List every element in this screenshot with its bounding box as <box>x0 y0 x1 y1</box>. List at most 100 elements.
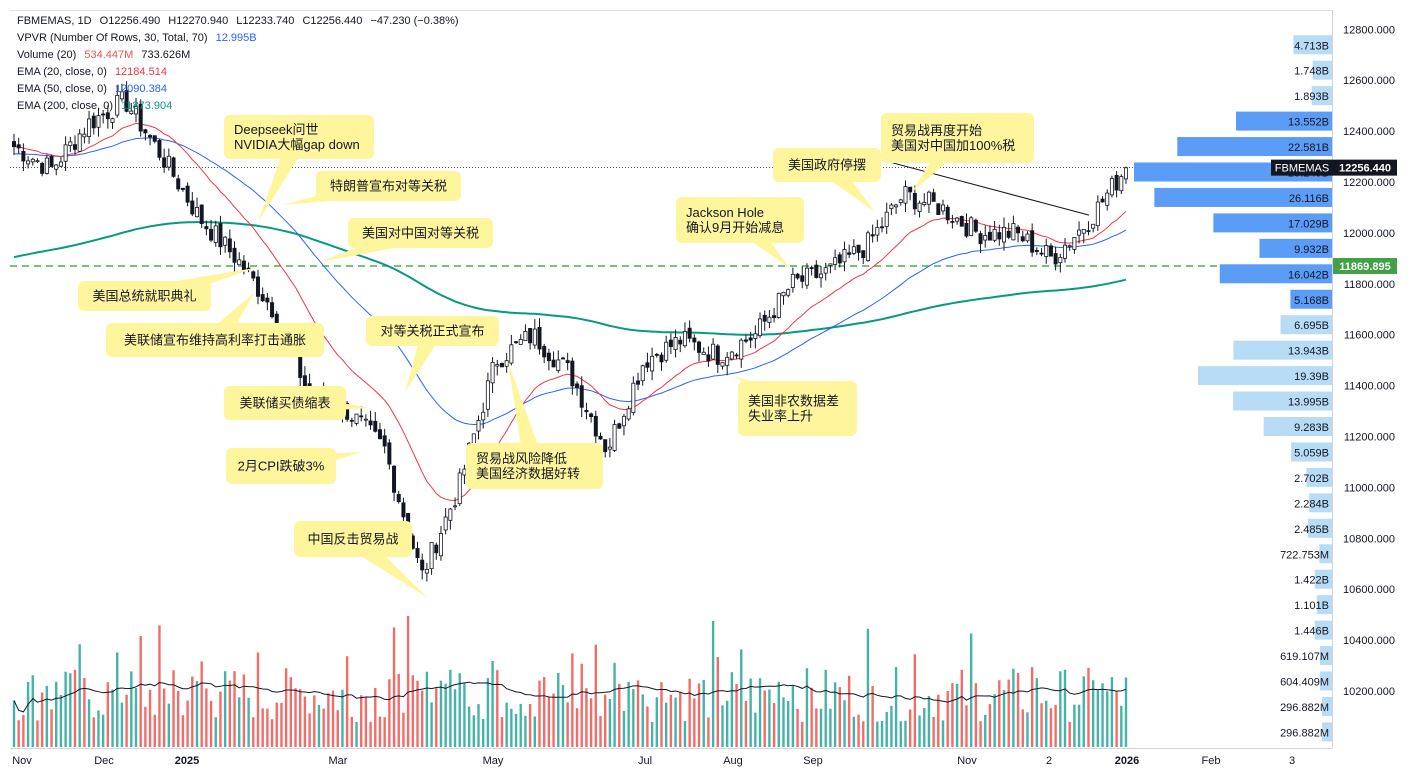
candle-body <box>1119 176 1124 192</box>
volume-bar <box>1012 668 1015 747</box>
volume-bar <box>613 662 616 747</box>
annotation-box <box>224 386 346 420</box>
annotation-callout[interactable]: 美国政府停摆 <box>773 148 881 212</box>
legend-ema200-row[interactable]: EMA (200, close, 0) 11873.904 <box>17 98 459 115</box>
candle-body <box>734 354 739 357</box>
candle-body <box>560 357 565 360</box>
candle-body <box>213 225 218 243</box>
legend-high: H12270.940 <box>168 15 229 27</box>
candle-body <box>833 257 838 265</box>
volume-bar <box>646 706 649 747</box>
candle-body <box>959 216 964 227</box>
annotation-callout[interactable]: 特朗普宣布对等关税 <box>283 171 461 205</box>
vpvr-bar-label: 16.042B <box>1288 269 1329 281</box>
annotation-callout[interactable]: 美国总统就职典礼 <box>78 268 255 311</box>
time-axis[interactable]: Nov Dec 2025 Mar May Jul Aug Sep Nov 2 2026 Feb 3 <box>12 755 1295 767</box>
volume-bar <box>247 697 250 747</box>
candle-body <box>204 226 209 230</box>
volume-bar <box>575 708 579 747</box>
candle-body <box>781 291 786 297</box>
candle-body <box>457 472 462 505</box>
legend-ema50-row[interactable]: EMA (50, close, 0) 12090.384 <box>17 81 459 98</box>
volume-bar <box>177 690 180 747</box>
volume-bar <box>730 672 734 747</box>
volume-bar <box>772 703 776 747</box>
volume-bar <box>106 682 110 747</box>
candle-body <box>382 435 387 447</box>
ema200-line[interactable] <box>13 221 1127 336</box>
volume-bar <box>871 686 874 747</box>
price-axis-label: 10200.000 <box>1343 686 1395 698</box>
volume-bar <box>1087 667 1090 747</box>
volume-bar <box>660 682 663 747</box>
volume-bar <box>566 702 569 747</box>
candle-body <box>729 351 734 360</box>
annotation-callout[interactable]: 美联储买债缩表 <box>224 386 370 420</box>
candle-body <box>166 155 171 168</box>
candle-body <box>223 236 228 246</box>
volume-bar <box>458 673 461 747</box>
volume-bar <box>838 687 841 747</box>
candle-body <box>401 502 406 518</box>
candle-body <box>617 423 622 429</box>
volume-bar <box>777 681 780 747</box>
volume-bar <box>533 716 537 747</box>
volume-bar <box>289 677 293 747</box>
volume-bar <box>589 698 593 747</box>
candle-body <box>453 505 458 508</box>
candle-body <box>542 346 547 358</box>
legend-vpvr-row[interactable]: VPVR (Number Of Rows, 30, Total, 70) 12.… <box>17 30 459 47</box>
candle-body <box>476 420 481 432</box>
legend-ema20-row[interactable]: EMA (20, close, 0) 12184.514 <box>17 64 459 81</box>
candle-body <box>429 541 434 570</box>
annotation-text: Deepseek问世 <box>234 122 319 137</box>
price-axis-label: 11600.000 <box>1344 330 1395 342</box>
vpvr-profile[interactable]: 4.713B1.748B1.893B13.552B22.581B29.249B2… <box>1134 35 1332 742</box>
annotation-box <box>466 443 603 489</box>
ema20-line[interactable] <box>13 122 1127 502</box>
annotation-pointer <box>508 362 540 455</box>
candle-body <box>565 360 570 363</box>
volume-bar <box>139 636 142 747</box>
trendline[interactable] <box>887 161 1090 216</box>
annotation-text: 2月CPI跌破3% <box>238 459 325 474</box>
annotation-callout[interactable]: 对等关税正式宣布 <box>366 316 499 392</box>
volume-bar <box>984 714 987 747</box>
candle-body <box>875 226 880 236</box>
volume-bars <box>12 616 1128 747</box>
vpvr-bar-label: 13.552B <box>1288 117 1329 129</box>
vpvr-bar <box>1235 111 1332 131</box>
price-axis[interactable]: 10200.000 10400.000 10600.000 10800.000 1100… <box>1343 24 1395 698</box>
candle-body <box>420 559 425 571</box>
volume-bar <box>829 708 832 747</box>
volume-bar <box>693 698 696 747</box>
candle-body <box>424 569 429 574</box>
candle-body <box>978 233 983 244</box>
candle-body <box>443 516 448 531</box>
support-price-badge[interactable]: 11869.895 <box>1333 257 1397 274</box>
price-axis-label: 10800.000 <box>1343 533 1395 545</box>
last-price-badge[interactable]: FBMEMAS 12256.440 <box>1271 159 1397 176</box>
annotation-callout[interactable]: 美联储宣布维持高利率打击通胀 <box>106 292 324 357</box>
volume-bar <box>284 668 288 747</box>
annotation-callout[interactable]: 美国对中国对等关税 <box>320 218 493 262</box>
volume-bar <box>364 696 368 747</box>
volume-bar <box>186 700 189 747</box>
ema50-line[interactable] <box>13 137 1127 426</box>
volume-bar <box>862 721 865 747</box>
annotation-callout[interactable]: 2月CPI跌破3% <box>226 448 362 484</box>
volume-bar <box>664 702 668 747</box>
candle-body <box>162 157 167 168</box>
annotation-callout[interactable]: 中国反击贸易战 <box>294 521 428 598</box>
legend-symbol[interactable]: FBMEMAS, 1D <box>17 15 92 27</box>
annotation-text: 美联储宣布维持高利率打击通胀 <box>124 333 306 348</box>
vpvr-bar <box>1320 671 1332 691</box>
legend-volume-row[interactable]: Volume (20) 534.447M 733.626M <box>17 47 459 64</box>
